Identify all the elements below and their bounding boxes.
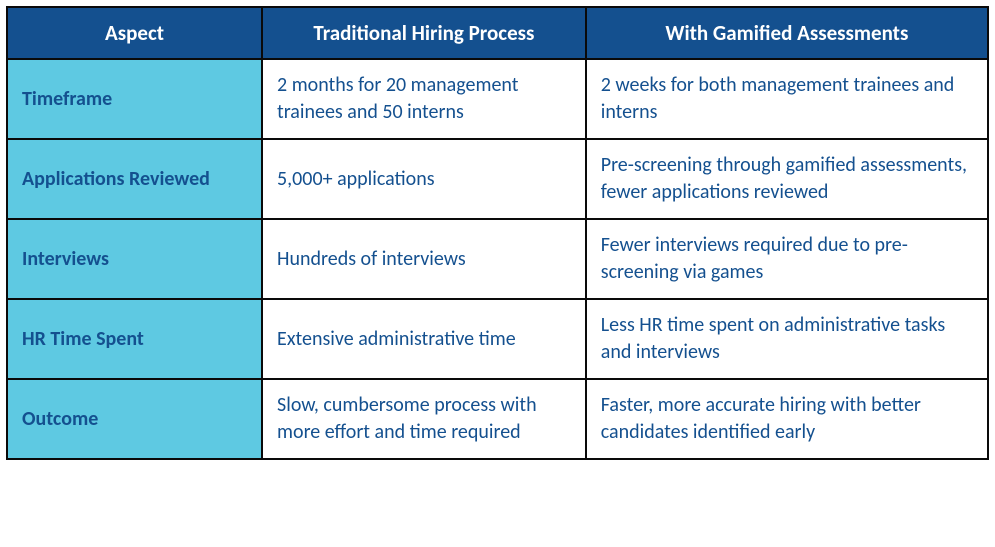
table-row: Interviews Hundreds of interviews Fewer … — [7, 219, 988, 299]
cell-aspect: Timeframe — [7, 59, 262, 139]
cell-traditional: Hundreds of interviews — [262, 219, 586, 299]
cell-aspect: HR Time Spent — [7, 299, 262, 379]
cell-aspect: Interviews — [7, 219, 262, 299]
table-row: Applications Reviewed 5,000+ application… — [7, 139, 988, 219]
header-traditional: Traditional Hiring Process — [262, 7, 586, 59]
cell-gamified: 2 weeks for both management trainees and… — [586, 59, 988, 139]
cell-gamified: Pre-screening through gamified assessmen… — [586, 139, 988, 219]
cell-gamified: Faster, more accurate hiring with better… — [586, 379, 988, 459]
header-row: Aspect Traditional Hiring Process With G… — [7, 7, 988, 59]
cell-aspect: Outcome — [7, 379, 262, 459]
table-row: Outcome Slow, cumbersome process with mo… — [7, 379, 988, 459]
header-aspect: Aspect — [7, 7, 262, 59]
cell-gamified: Less HR time spent on administrative tas… — [586, 299, 988, 379]
cell-traditional: 5,000+ applications — [262, 139, 586, 219]
table-body: Timeframe 2 months for 20 management tra… — [7, 59, 988, 459]
table-row: Timeframe 2 months for 20 management tra… — [7, 59, 988, 139]
cell-traditional: Extensive administrative time — [262, 299, 586, 379]
comparison-table: Aspect Traditional Hiring Process With G… — [6, 6, 989, 460]
header-gamified: With Gamified Assessments — [586, 7, 988, 59]
cell-traditional: 2 months for 20 management trainees and … — [262, 59, 586, 139]
cell-traditional: Slow, cumbersome process with more effor… — [262, 379, 586, 459]
cell-aspect: Applications Reviewed — [7, 139, 262, 219]
table-row: HR Time Spent Extensive administrative t… — [7, 299, 988, 379]
cell-gamified: Fewer interviews required due to pre-scr… — [586, 219, 988, 299]
table-container: Aspect Traditional Hiring Process With G… — [0, 0, 995, 466]
